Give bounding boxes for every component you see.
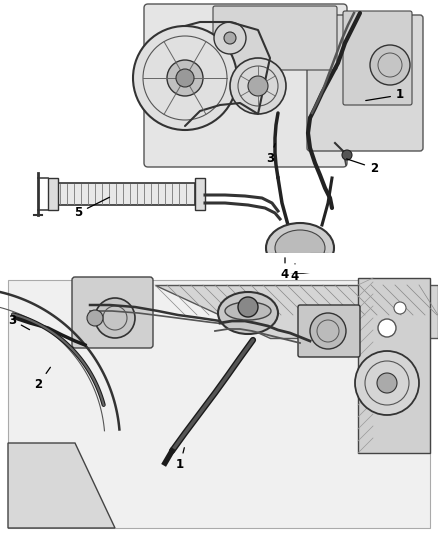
Text: 4: 4 (281, 258, 289, 281)
Circle shape (167, 60, 203, 96)
Circle shape (370, 45, 410, 85)
Ellipse shape (225, 302, 271, 320)
Circle shape (224, 32, 236, 44)
FancyBboxPatch shape (298, 305, 360, 357)
Circle shape (133, 26, 237, 130)
Circle shape (238, 297, 258, 317)
Circle shape (355, 351, 419, 415)
Text: 1: 1 (176, 448, 184, 472)
Text: 2: 2 (346, 159, 378, 174)
Text: 2: 2 (34, 367, 50, 392)
Circle shape (95, 298, 135, 338)
Text: 1: 1 (366, 88, 404, 101)
Circle shape (87, 310, 103, 326)
Bar (55, 183, 195, 205)
FancyBboxPatch shape (72, 277, 153, 348)
Circle shape (214, 22, 246, 54)
FancyBboxPatch shape (213, 6, 337, 70)
Circle shape (230, 58, 286, 114)
Text: 4: 4 (291, 264, 299, 282)
Circle shape (378, 319, 396, 337)
Bar (358, 278, 430, 453)
FancyBboxPatch shape (307, 15, 423, 151)
Ellipse shape (275, 230, 325, 266)
Bar (48, 178, 58, 210)
Ellipse shape (266, 223, 334, 273)
Polygon shape (8, 443, 115, 528)
Text: 5: 5 (74, 197, 110, 220)
Circle shape (394, 302, 406, 314)
Ellipse shape (218, 292, 278, 334)
Text: 3: 3 (266, 143, 275, 166)
Circle shape (342, 150, 352, 160)
Bar (270, 253, 288, 265)
Polygon shape (155, 285, 438, 338)
Bar (195, 178, 205, 210)
Bar (310, 253, 328, 265)
FancyBboxPatch shape (343, 11, 412, 105)
Circle shape (176, 69, 194, 87)
Circle shape (310, 313, 346, 349)
Bar (0, 253, 438, 273)
Circle shape (248, 76, 268, 96)
Circle shape (377, 373, 397, 393)
Text: 3: 3 (8, 313, 30, 330)
FancyBboxPatch shape (144, 4, 347, 167)
FancyBboxPatch shape (8, 280, 430, 528)
Bar (242, 299, 254, 307)
